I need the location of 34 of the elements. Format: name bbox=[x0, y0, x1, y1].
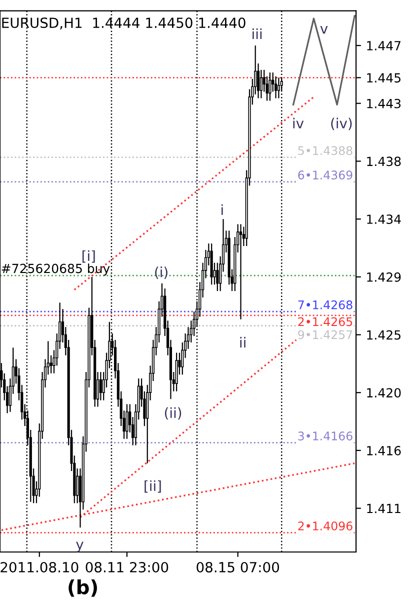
x-tick-label: 08.15 07:00 bbox=[196, 562, 280, 572]
y-tick-label: 1.416 bbox=[367, 446, 401, 456]
annotation: y bbox=[76, 542, 84, 552]
ref-line-label: 7•1.4268 bbox=[298, 300, 352, 310]
ref-line-label: 2•1.4265 bbox=[298, 317, 352, 326]
y-tick-label: 1.445 bbox=[367, 73, 400, 83]
annotation: (iv) bbox=[331, 118, 352, 130]
x-tick-label: 08.11 23:00 bbox=[86, 562, 168, 572]
y-tick-label: 1.429 bbox=[367, 272, 401, 282]
chart-title: EURUSD,H1 1.4444 1.4450 1.4440 bbox=[2, 18, 246, 30]
annotation: (i) bbox=[155, 266, 168, 279]
ref-line-label: 3•1.4166 bbox=[298, 432, 352, 440]
y-tick-label: 1.443 bbox=[367, 98, 401, 108]
y-tick-label: 1.411 bbox=[367, 504, 400, 514]
x-tick-label: 2011.08.10 bbox=[0, 562, 78, 572]
annotation: (ii) bbox=[164, 407, 182, 420]
annotation: iii bbox=[252, 28, 262, 39]
y-tick-label: 1.420 bbox=[367, 388, 401, 398]
annotation: v bbox=[320, 26, 328, 34]
annotation: iv bbox=[293, 118, 304, 128]
text: (b) bbox=[68, 579, 97, 597]
y-tick-label: 1.425 bbox=[367, 330, 400, 340]
ref-line-label: 2•1.4096 bbox=[298, 522, 352, 530]
y-tick-label: 1.434 bbox=[367, 214, 401, 224]
annotation: [ii] bbox=[144, 480, 161, 493]
annotation: ii bbox=[240, 336, 246, 348]
annotation: [i] bbox=[82, 250, 95, 263]
ref-line-label: 9•1.4257 bbox=[298, 330, 352, 340]
y-tick-label: 1.447 bbox=[367, 41, 400, 50]
annotation: i bbox=[222, 204, 223, 215]
y-tick-label: 1.438 bbox=[367, 156, 401, 166]
ref-line-label: 5•1.4388 bbox=[298, 146, 352, 156]
ref-line-label: #725620685 buy bbox=[2, 264, 110, 276]
ref-line-label: 6•1.4369 bbox=[298, 170, 352, 180]
